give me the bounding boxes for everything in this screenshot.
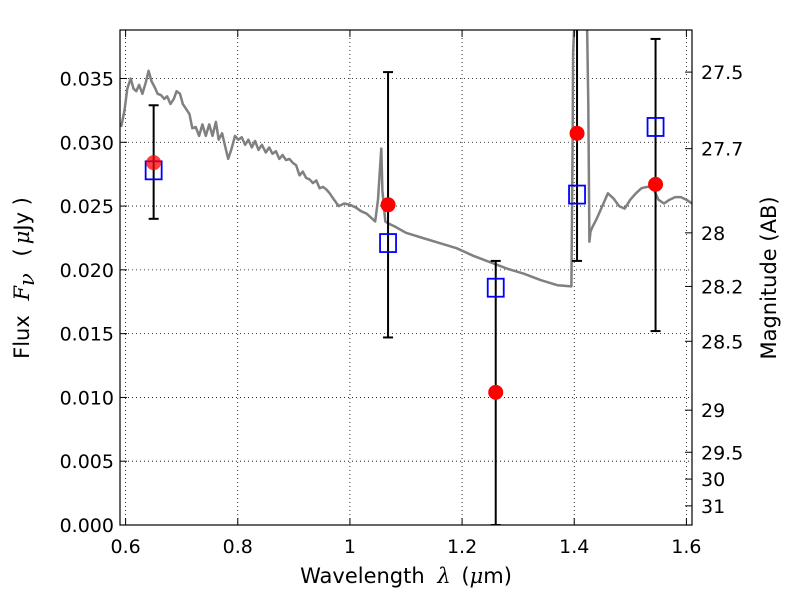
axis-ticks: 0.6 0.8 1 1.2 1.4 1.6 0.000 0.005 0.010 0.015 0.02… [60,30,743,558]
y2-tick-label: 29 [701,400,725,422]
observed-photometry-point [146,155,162,171]
y-tick-label: 0.035 [60,68,114,90]
model-photometry-point [646,117,665,137]
y-tick-label: 0.025 [60,196,114,218]
model-spectrum-line [120,30,692,288]
model-photometry-point [568,184,586,205]
x-tick-label: 0.8 [223,536,253,558]
y-tick-label: 0.005 [60,451,114,473]
y-tick-label: 0.030 [60,132,114,154]
observed-photometry-point [648,176,664,192]
y2-tick-label: 27.5 [701,62,743,84]
y-tick-label: 0.015 [60,324,114,346]
y2-tick-label: 28.2 [701,276,743,298]
plot-frame [119,29,693,526]
x-tick-label: 1 [344,536,356,558]
plot-area [120,30,692,525]
model-photometry-point [379,233,397,253]
y-tick-label: 0.020 [60,260,114,282]
x-tick-label: 0.6 [110,536,140,558]
y-tick-label: 0.010 [60,387,114,409]
observed-photometry-point [488,384,504,400]
y2-tick-label: 27.7 [701,139,743,161]
y2-tick-label: 31 [701,496,725,518]
y-axis-label: Flux Fν (μJy ) [10,197,39,359]
x-tick-label: 1.4 [559,536,589,558]
observed-photometry-point [380,197,396,213]
y-tick-label: 0.000 [60,515,114,537]
y2-tick-label: 28.5 [701,331,743,353]
y2-tick-label: 29.5 [701,442,743,464]
y2-tick-label: 30 [701,469,725,491]
x-axis-label: Wavelength λ (μm) [300,564,512,588]
y2-axis-label: Magnitude (AB) [757,196,781,359]
x-tick-label: 1.6 [671,536,701,558]
observed-photometry-point [569,125,585,141]
x-tick-label: 1.2 [447,536,477,558]
y2-tick-label: 28 [701,223,725,245]
model-photometry-point [486,277,505,298]
